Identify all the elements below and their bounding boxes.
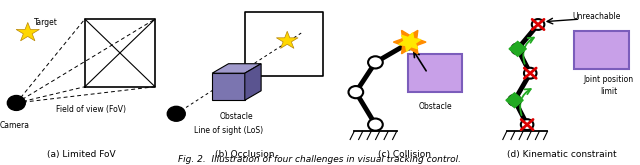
Circle shape [368,56,383,68]
Circle shape [7,96,26,110]
Text: Unreachable: Unreachable [572,12,620,21]
Polygon shape [244,64,261,100]
Circle shape [524,68,536,79]
Text: Obstacle: Obstacle [220,112,253,121]
Polygon shape [509,41,526,56]
Text: Line of sight (LoS): Line of sight (LoS) [194,126,263,134]
Circle shape [532,19,545,30]
Text: Field of view (FoV): Field of view (FoV) [56,105,126,114]
Text: Fig. 2.  Illustration of four challenges in visual tracking control.: Fig. 2. Illustration of four challenges … [179,155,461,164]
Circle shape [511,43,524,54]
Circle shape [508,95,521,106]
Text: Target: Target [34,18,58,27]
Circle shape [349,86,363,98]
Circle shape [167,106,185,121]
Polygon shape [394,30,426,54]
Text: (c) Collision: (c) Collision [378,150,431,159]
Text: (b) Occlusion: (b) Occlusion [215,150,275,159]
Polygon shape [212,64,261,73]
Polygon shape [276,31,298,48]
Polygon shape [212,73,244,100]
Polygon shape [506,93,523,108]
Bar [408,54,462,92]
Circle shape [521,119,533,130]
Text: (d) Kinematic constraint: (d) Kinematic constraint [507,150,616,159]
Text: Obstacle: Obstacle [418,102,452,111]
Circle shape [401,37,415,50]
Text: Camera: Camera [0,121,29,130]
Bar [574,31,629,69]
Polygon shape [16,22,40,41]
Polygon shape [399,33,420,51]
Circle shape [368,118,383,131]
Text: (a) Limited FoV: (a) Limited FoV [47,150,116,159]
Text: Joint position
limit: Joint position limit [584,75,634,96]
